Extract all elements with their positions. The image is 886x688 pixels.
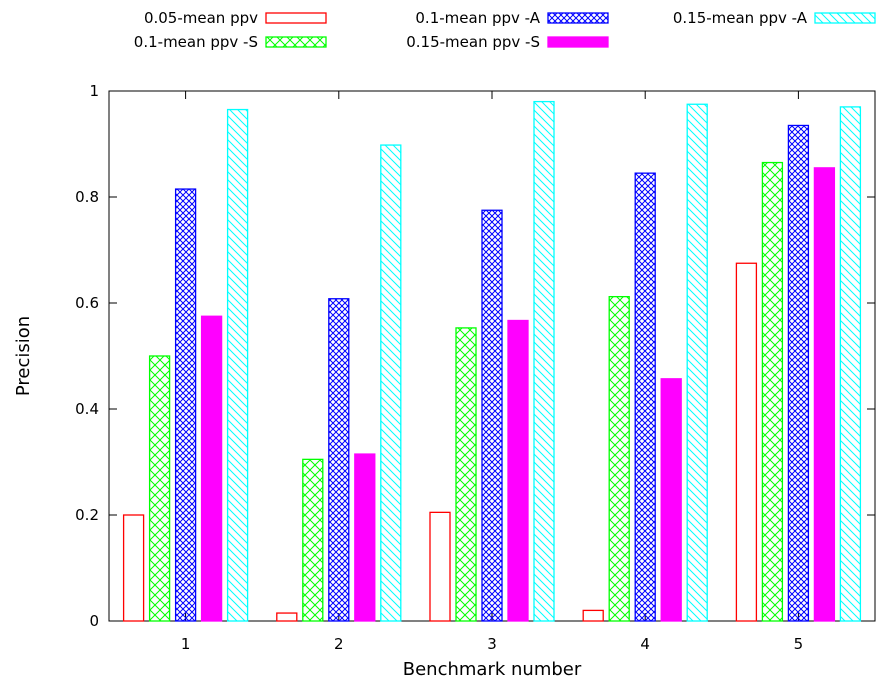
y-tick-label: 0 <box>89 612 99 630</box>
bar-series-5-benchmark-3 <box>533 100 555 622</box>
x-tick-label: 5 <box>794 635 804 653</box>
bar-series-4-benchmark-3 <box>507 319 529 622</box>
x-tick-label: 2 <box>334 635 344 653</box>
x-tick-label: 4 <box>640 635 650 653</box>
bar-series-2-benchmark-2 <box>302 458 324 622</box>
bar-series-4-benchmark-5 <box>813 167 836 622</box>
legend-label: 0.1-mean ppv -A <box>415 9 540 27</box>
bar-series-5-benchmark-1 <box>226 108 249 622</box>
y-axis: 0 0.2 0.4 0.6 0.8 1 <box>75 82 875 630</box>
bar-series-3-benchmark-2 <box>328 298 350 622</box>
bar-series-5-benchmark-4 <box>686 103 708 622</box>
bar-series-3-benchmark-4 <box>634 172 656 622</box>
bar-series-1-benchmark-2 <box>276 612 298 622</box>
bar-series-4-benchmark-4 <box>660 378 682 622</box>
bar-series-1-benchmark-4 <box>582 609 604 622</box>
x-axis-title: Benchmark number <box>403 659 582 680</box>
legend-label: 0.15-mean ppv -S <box>406 33 540 51</box>
bar-series-5-benchmark-2 <box>380 144 402 622</box>
y-tick-label: 0.2 <box>75 506 99 524</box>
y-tick-label: 0.4 <box>75 400 99 418</box>
y-tick-label: 1 <box>89 82 99 100</box>
y-tick-label: 0.8 <box>75 188 99 206</box>
bar-series-4-benchmark-1 <box>200 315 223 622</box>
bar-series-4-benchmark-2 <box>354 453 376 622</box>
y-tick-label: 0.6 <box>75 294 99 312</box>
bar-series-3-benchmark-3 <box>481 209 503 622</box>
bars <box>122 100 862 622</box>
legend-swatch <box>547 12 609 24</box>
bar-series-1-benchmark-3 <box>429 511 451 622</box>
bar-series-2-benchmark-3 <box>455 327 477 622</box>
legend: 0.05-mean ppv 0.1-mean ppv -S 0.1-mean ppv… <box>134 9 876 51</box>
legend-swatch <box>265 12 327 24</box>
legend-label: 0.05-mean ppv <box>144 9 258 27</box>
bar-series-1-benchmark-1 <box>122 514 145 622</box>
bar-series-2-benchmark-4 <box>608 295 630 622</box>
bar-series-2-benchmark-1 <box>148 355 171 622</box>
x-tick-label: 3 <box>487 635 497 653</box>
bar-series-3-benchmark-1 <box>174 188 197 622</box>
bar-series-3-benchmark-5 <box>787 124 810 622</box>
legend-swatch <box>547 36 609 48</box>
y-axis-title: Precision <box>13 316 34 396</box>
bar-series-2-benchmark-5 <box>761 161 784 622</box>
legend-swatch <box>814 12 876 24</box>
bar-series-5-benchmark-5 <box>839 106 862 622</box>
legend-swatch <box>265 36 327 48</box>
bar-series-1-benchmark-5 <box>735 262 758 622</box>
legend-label: 0.1-mean ppv -S <box>134 33 258 51</box>
x-tick-label: 1 <box>181 635 191 653</box>
legend-label: 0.15-mean ppv -A <box>673 9 808 27</box>
